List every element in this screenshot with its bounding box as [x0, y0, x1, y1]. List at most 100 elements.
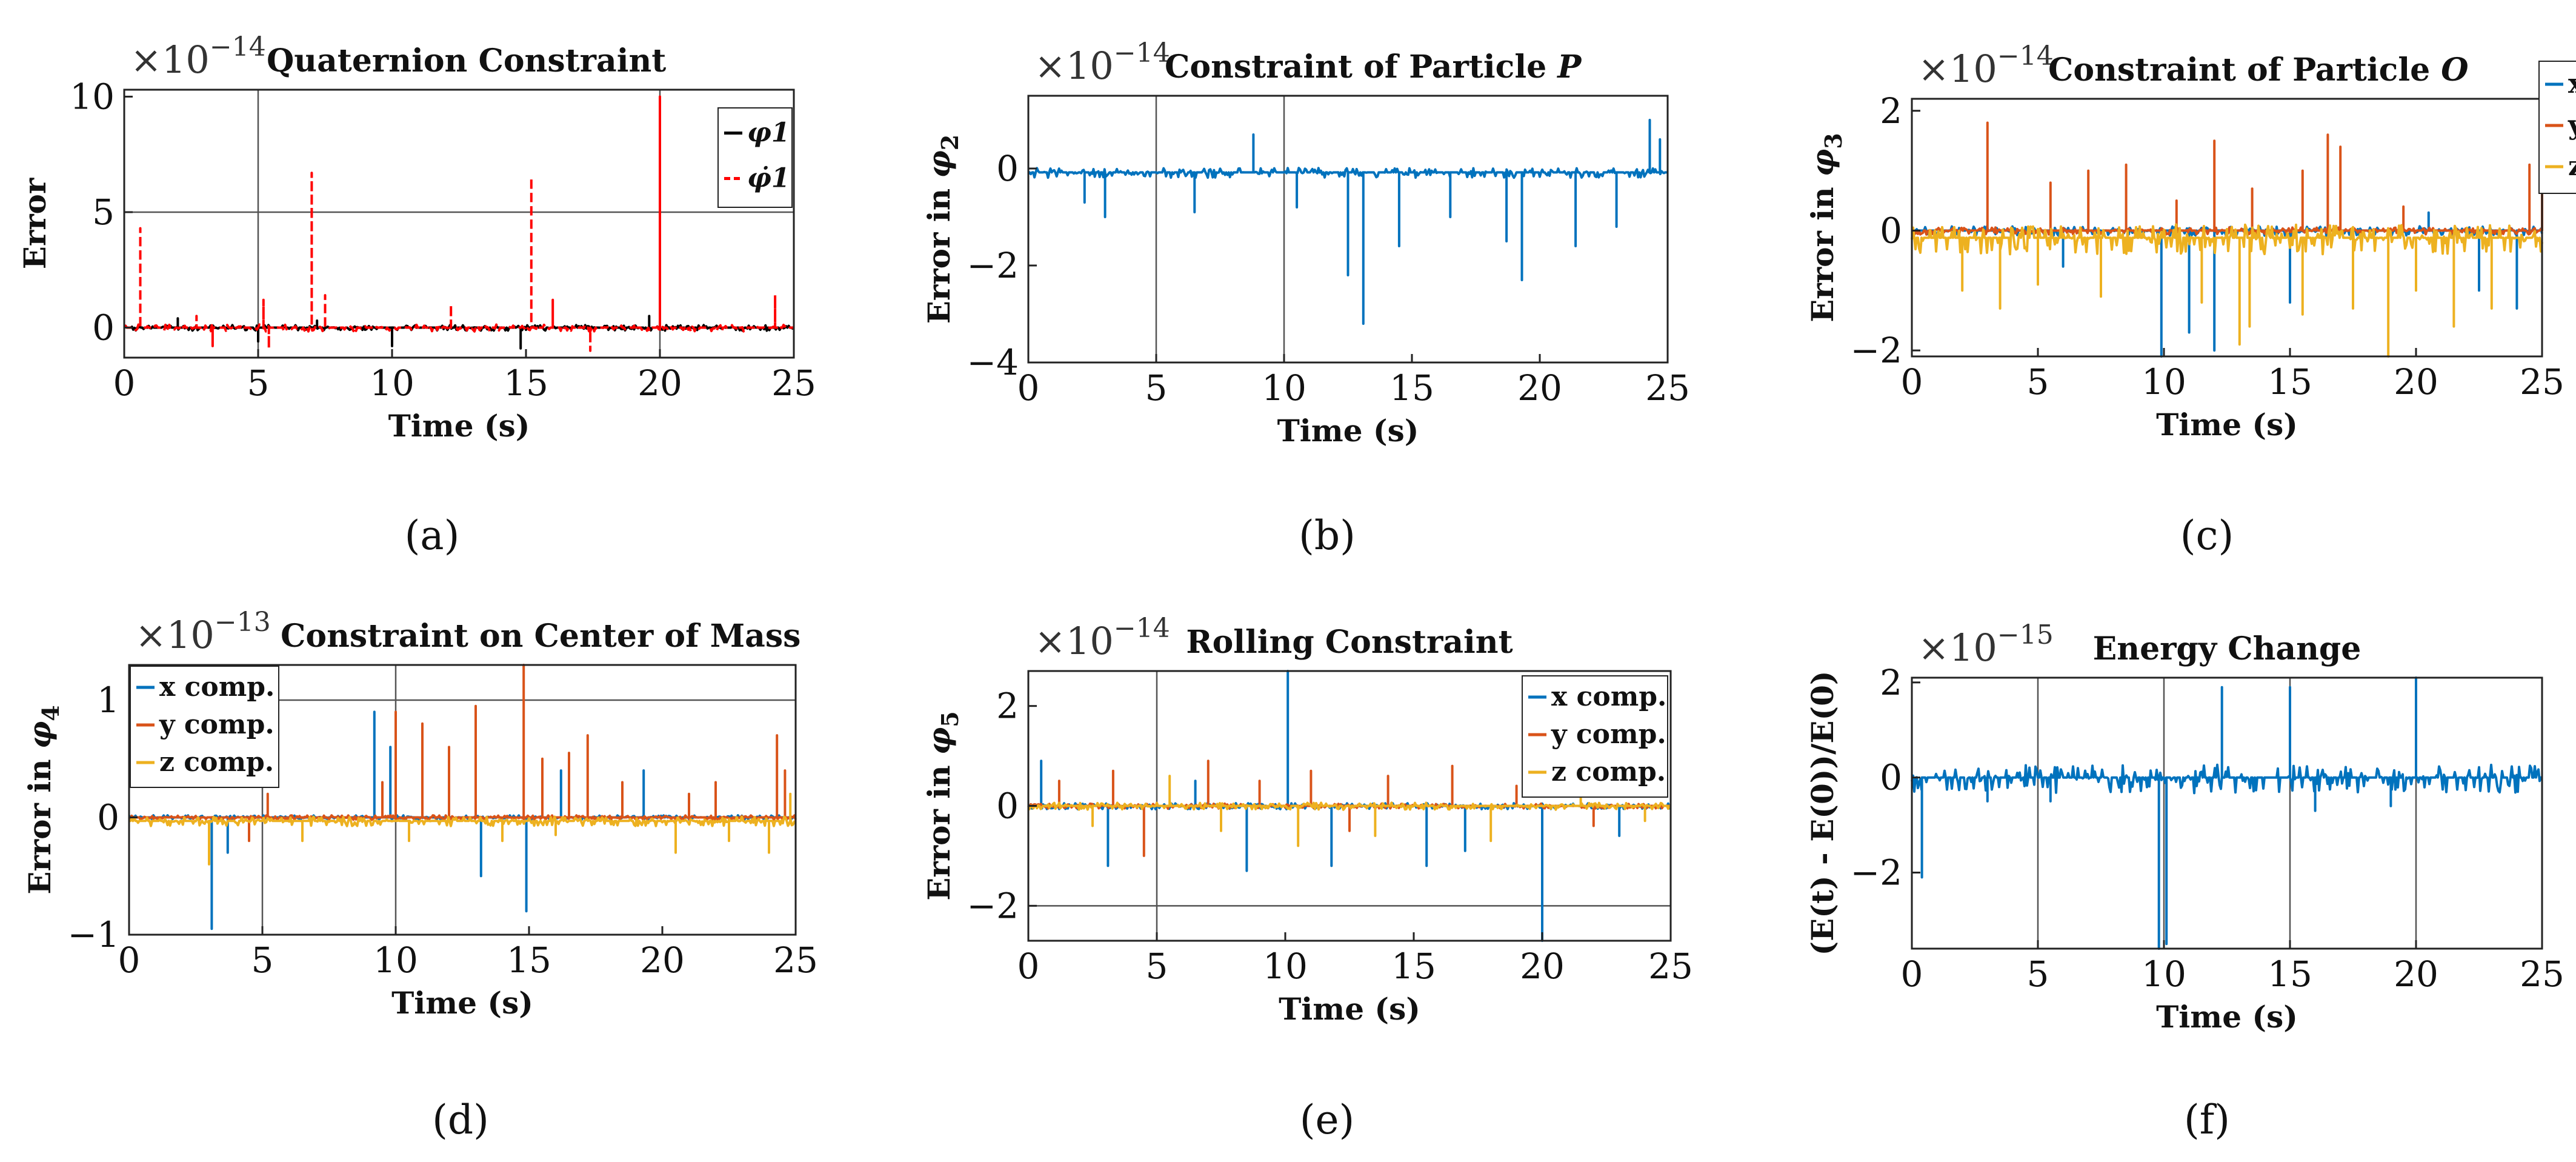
y-tick-label: −2: [967, 885, 1019, 926]
x-tick-label: 10: [370, 362, 414, 404]
x-tick-label: 20: [1520, 946, 1565, 987]
x-tick-label: 10: [2142, 953, 2186, 995]
x-tick-label: 20: [1517, 367, 1562, 409]
legend-label: y comp.: [159, 709, 275, 740]
x-tick-label: 20: [640, 940, 685, 981]
x-tick-label: 0: [1901, 361, 1923, 402]
x-axis-label: Time (s): [391, 985, 533, 1021]
x-tick-label: 5: [251, 940, 274, 981]
y-axis-label: (E(t) - E(0))/E(0): [1805, 670, 1840, 955]
legend-label: y comp.: [1551, 719, 1666, 750]
y-axis-label: Error: [17, 178, 53, 269]
x-tick-label: 10: [1262, 367, 1306, 409]
panel-title: Constraint on Center of Mass: [281, 618, 800, 655]
x-tick-label: 5: [2027, 361, 2049, 402]
series-line-c-2: [1911, 223, 2543, 358]
x-tick-label: 20: [2394, 953, 2438, 995]
x-tick-label: 15: [1390, 367, 1434, 409]
x-tick-label: 15: [507, 940, 551, 981]
panel-caption: (e): [1300, 1097, 1355, 1143]
axis-exponent: ×10−14: [1034, 38, 1170, 88]
legend-label: x comp.: [1551, 681, 1666, 712]
x-tick-label: 15: [1391, 946, 1436, 987]
axes-box: [1911, 98, 2543, 358]
x-tick-label: 25: [1648, 946, 1693, 987]
axes-box: [1911, 676, 2543, 950]
legend-label: φ̇1: [747, 163, 790, 194]
y-axis-label: Error in φ2: [921, 135, 964, 324]
legend-box: [130, 666, 279, 788]
y-axis-label: Error in φ4: [22, 705, 64, 894]
x-tick-label: 25: [771, 362, 816, 404]
panel-title: Rolling Constraint: [1186, 624, 1513, 661]
x-tick-label: 25: [1645, 367, 1690, 409]
x-tick-label: 20: [2394, 361, 2438, 402]
legend-label: φ1: [747, 118, 790, 149]
panel-caption: (a): [405, 512, 460, 559]
y-tick-label: −4: [967, 342, 1019, 383]
y-tick-label: 0: [97, 797, 119, 838]
x-axis-label: Time (s): [1279, 991, 1420, 1027]
x-tick-label: 15: [2268, 361, 2312, 402]
y-tick-label: 2: [996, 686, 1019, 727]
x-tick-label: 0: [113, 362, 136, 404]
x-tick-label: 25: [2520, 361, 2564, 402]
x-tick-label: 5: [1146, 946, 1168, 987]
x-axis-label: Time (s): [1277, 413, 1419, 449]
y-tick-label: 0: [92, 307, 115, 348]
x-tick-label: 0: [1017, 367, 1040, 409]
y-tick-label: 2: [1880, 662, 1902, 703]
x-axis-label: Time (s): [2156, 999, 2298, 1035]
y-tick-label: 0: [996, 786, 1019, 827]
x-tick-label: 20: [637, 362, 682, 404]
legend-label: z comp.: [1551, 756, 1666, 787]
legend-label: z comp.: [159, 747, 274, 778]
x-tick-label: 10: [373, 940, 418, 981]
x-tick-label: 0: [1901, 953, 1923, 995]
panel-d: 0 5 10 15 20 25−101×10−13 Constraint on Center…: [22, 607, 818, 1143]
panel-title: Energy Change: [2093, 630, 2361, 667]
legend-label: z comp.: [2568, 151, 2576, 182]
y-tick-label: −2: [967, 245, 1019, 286]
axes-box: [128, 664, 797, 936]
x-tick-label: 15: [2268, 953, 2312, 995]
panel-caption: (c): [2180, 512, 2234, 559]
legend-label: x comp.: [2568, 68, 2576, 99]
y-tick-label: −2: [1851, 330, 1903, 371]
y-tick-label: −1: [68, 914, 120, 955]
series-line-f-0: [1911, 676, 2543, 950]
panel-e: 0 5 10 15 20 25−202×10−14 Rolling ConstraintTi…: [921, 613, 1693, 1143]
legend-label: y comp.: [2568, 110, 2576, 141]
x-tick-label: 10: [1263, 946, 1308, 987]
y-tick-label: 0: [1880, 757, 1902, 798]
x-axis-label: Time (s): [388, 408, 530, 444]
x-tick-label: 25: [2520, 953, 2564, 995]
y-axis-label: Error in φ5: [921, 711, 964, 900]
panel-title: Constraint of Particle O: [2048, 52, 2469, 88]
panel-title: Quaternion Constraint: [267, 42, 666, 79]
y-axis-label: Error in φ3: [1805, 133, 1847, 322]
x-tick-label: 10: [2142, 361, 2186, 402]
y-tick-label: 0: [996, 148, 1019, 189]
legend-label: x comp.: [159, 672, 275, 703]
x-tick-label: 0: [1017, 946, 1040, 987]
x-tick-label: 0: [118, 940, 141, 981]
y-tick-label: −2: [1851, 852, 1903, 893]
panel-caption: (f): [2184, 1097, 2230, 1143]
panel-title: Constraint of Particle P: [1165, 48, 1582, 85]
panel-caption: (d): [432, 1097, 489, 1143]
series-line-e-2: [1027, 775, 1671, 847]
x-tick-label: 5: [247, 362, 270, 404]
y-tick-label: 1: [97, 680, 119, 721]
x-tick-label: 5: [1145, 367, 1168, 409]
y-tick-label: 0: [1880, 210, 1902, 251]
series-line-b-0: [1027, 119, 1668, 325]
series-line-a-1: [123, 95, 794, 352]
y-tick-label: 5: [92, 192, 115, 233]
